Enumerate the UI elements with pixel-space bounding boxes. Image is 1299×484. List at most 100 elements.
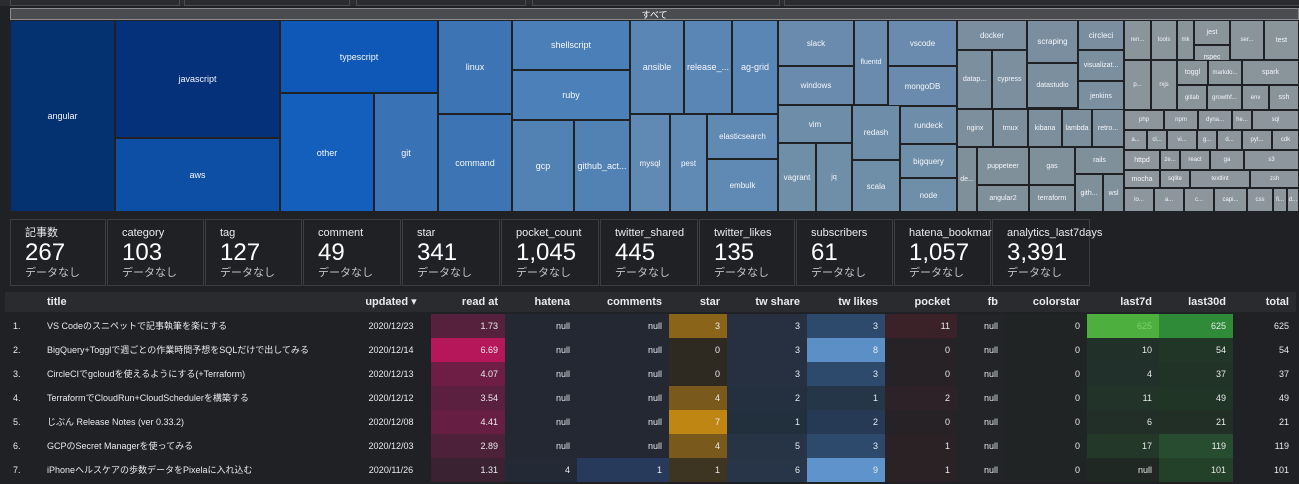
treemap-tile[interactable]: rails	[1075, 147, 1124, 174]
treemap-tile[interactable]: jenkins	[1078, 81, 1124, 111]
treemap-tile[interactable]: pyt...	[1242, 130, 1272, 150]
treemap-tile[interactable]: cdk	[1272, 130, 1299, 150]
treemap-tile[interactable]: sqlite	[1160, 170, 1190, 188]
treemap-tile[interactable]: release_...	[684, 20, 732, 114]
treemap-tile[interactable]: wsl	[1103, 174, 1124, 212]
treemap-tile[interactable]: docker	[957, 20, 1027, 50]
treemap-tile[interactable]: aws	[115, 138, 280, 212]
treemap-tile[interactable]: jest	[1194, 20, 1230, 45]
cell-title[interactable]: GCPのSecret Managerを使ってみる	[47, 441, 194, 451]
treemap-tile[interactable]: tmux	[993, 109, 1028, 147]
column-header[interactable]: total	[1265, 296, 1289, 308]
treemap-tile[interactable]: kibana	[1028, 109, 1062, 147]
treemap-tile[interactable]: markdo...	[1208, 60, 1242, 85]
treemap-tile[interactable]: npm	[1164, 110, 1198, 130]
treemap-tile[interactable]: growthf...	[1207, 85, 1242, 110]
treemap-tile[interactable]: windows	[778, 66, 854, 105]
column-header[interactable]: comments	[606, 296, 662, 308]
treemap-tile[interactable]: puppeteer	[977, 147, 1029, 185]
treemap-tile[interactable]: mk	[1177, 20, 1194, 60]
table-row[interactable]: 5. じぶん Release Notes (ver 0.33.2) 2020/12/…	[5, 410, 1296, 434]
treemap-tile[interactable]: s3	[1244, 150, 1299, 170]
filter-control[interactable]	[532, 0, 780, 6]
treemap-tile[interactable]: toggl	[1177, 60, 1208, 85]
treemap-tile[interactable]: sql	[1252, 110, 1299, 130]
treemap-tile[interactable]: circleci	[1078, 20, 1124, 50]
treemap-tile[interactable]: textlint	[1190, 170, 1250, 188]
cell-title[interactable]: BigQuery+Togglで週ごとの作業時間予想をSQLだけで出してみる	[47, 345, 309, 355]
treemap-tile[interactable]: c...	[1184, 188, 1214, 212]
cell-title[interactable]: iPhoneヘルスケアの歩数データをPixelaに入れ込む	[47, 465, 253, 475]
treemap-tile[interactable]: vscode	[888, 20, 957, 66]
column-header[interactable]: last7d	[1120, 296, 1152, 308]
treemap-tile[interactable]: lo...	[1124, 188, 1154, 212]
treemap-tile[interactable]: tools	[1151, 20, 1177, 60]
treemap-tile[interactable]: capi...	[1214, 188, 1247, 212]
column-header[interactable]: read at	[461, 296, 498, 308]
treemap-tile[interactable]: d...	[1287, 188, 1299, 212]
column-header[interactable]: last30d	[1188, 296, 1226, 308]
treemap-tile[interactable]: env	[1242, 85, 1269, 110]
treemap-tile[interactable]: jq	[816, 143, 852, 212]
treemap-tile[interactable]: mocha	[1124, 170, 1160, 188]
column-header[interactable]: colorstar	[1032, 296, 1080, 308]
table-row[interactable]: 3. CircleCIでgcloudを使えるようにする(+Terraform) 20…	[5, 362, 1296, 386]
table-row[interactable]: 7. iPhoneヘルスケアの歩数データをPixelaに入れ込む 2020/11/2…	[5, 458, 1296, 482]
treemap-tile[interactable]: d...	[1217, 130, 1242, 150]
treemap-tile[interactable]: css	[1247, 188, 1273, 212]
treemap-tile[interactable]: ssh	[1269, 85, 1299, 110]
treemap-tile[interactable]: ser...	[1230, 20, 1264, 60]
treemap-tile[interactable]: vagrant	[778, 143, 816, 212]
treemap-tile[interactable]: test	[1264, 20, 1299, 60]
treemap-tile[interactable]: fluentd	[854, 20, 888, 105]
treemap-tile[interactable]: other	[280, 93, 374, 212]
treemap-tile[interactable]: a...	[1124, 130, 1147, 150]
treemap-tile[interactable]: gas	[1029, 147, 1075, 185]
column-header[interactable]	[5, 292, 41, 312]
treemap-tile[interactable]: elasticsearch	[707, 114, 778, 159]
column-header[interactable]: pocket	[914, 296, 950, 308]
treemap-tile[interactable]: git	[374, 93, 438, 212]
column-header[interactable]: fb	[987, 296, 998, 308]
treemap-tile[interactable]: vi...	[1167, 130, 1197, 150]
treemap-tile[interactable]: ruby	[512, 70, 630, 120]
treemap-tile[interactable]: gcp	[512, 120, 574, 212]
treemap-tile[interactable]: redash	[852, 105, 900, 160]
column-header[interactable]: tw likes	[838, 296, 878, 308]
cell-title[interactable]: CircleCIでgcloudを使えるようにする(+Terraform)	[47, 369, 246, 379]
treemap-tile[interactable]: react	[1180, 150, 1210, 170]
treemap-tile[interactable]: rundeck	[900, 106, 957, 144]
treemap-tile[interactable]: datap...	[957, 50, 992, 109]
treemap-tile[interactable]: github_act...	[574, 120, 630, 212]
table-row[interactable]: 1. VS Codeのスニペットで記事執筆を楽にする 2020/12/23 1.73 n…	[5, 314, 1296, 338]
treemap-tile[interactable]: he...	[1232, 110, 1252, 130]
treemap-tile[interactable]: command	[438, 114, 512, 212]
treemap-tile[interactable]: visualizat...	[1078, 50, 1124, 81]
treemap-tile[interactable]: pest	[670, 114, 707, 212]
treemap-tile[interactable]: scala	[852, 160, 900, 212]
column-header[interactable]: title	[47, 296, 67, 308]
filter-control[interactable]	[184, 0, 350, 6]
treemap-tile[interactable]: cl...	[1147, 130, 1167, 150]
filter-control[interactable]	[784, 0, 1299, 6]
cell-title[interactable]: TerraformでCloudRun+CloudSchedulerを構築する	[47, 393, 249, 403]
treemap-tile[interactable]: php	[1124, 110, 1164, 130]
column-header[interactable]: hatena	[534, 296, 570, 308]
treemap-tile[interactable]: mysql	[630, 114, 670, 212]
column-header[interactable]: star	[699, 296, 720, 308]
treemap-tile[interactable]: linux	[438, 20, 512, 114]
treemap-tile[interactable]: nginx	[957, 109, 993, 147]
treemap-tile[interactable]: zsh	[1250, 170, 1299, 188]
treemap-tile[interactable]: terraform	[1029, 185, 1075, 212]
treemap-tile[interactable]: fi...	[1273, 188, 1287, 212]
treemap-tile[interactable]: embulk	[707, 159, 778, 212]
treemap-tile[interactable]: cypress	[992, 50, 1027, 109]
table-row[interactable]: 2. BigQuery+Togglで週ごとの作業時間予想をSQLだけで出してみる 2…	[5, 338, 1296, 362]
treemap-tile[interactable]: datastudio	[1027, 63, 1078, 108]
treemap-tile[interactable]: g...	[1197, 130, 1217, 150]
treemap-tile[interactable]: vim	[778, 105, 852, 143]
treemap-tile[interactable]: ze...	[1160, 150, 1180, 170]
table-row[interactable]: 4. TerraformでCloudRun+CloudSchedulerを構築する…	[5, 386, 1296, 410]
treemap-tile[interactable]: a...	[1154, 188, 1184, 212]
treemap-tile[interactable]: lambda	[1062, 109, 1092, 147]
